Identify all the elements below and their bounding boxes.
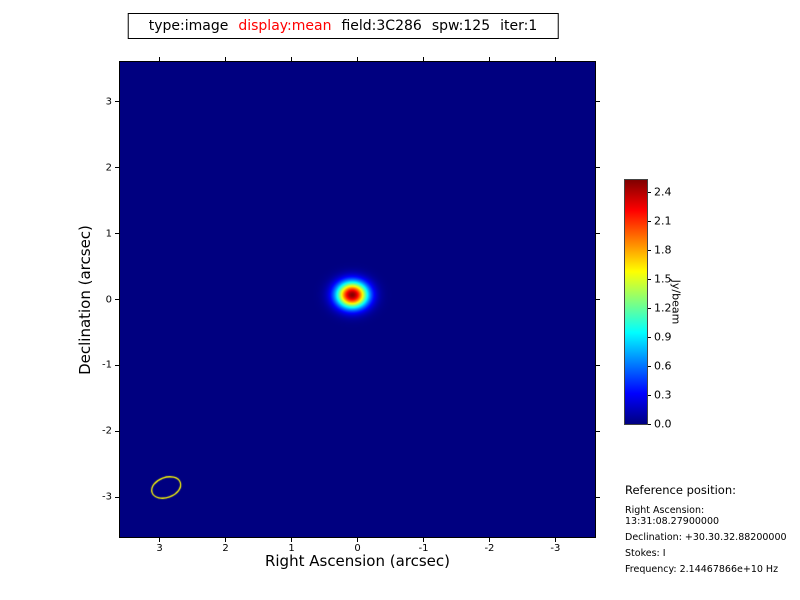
colorbar-tick — [648, 424, 651, 425]
x-tick — [225, 538, 227, 542]
y-tick — [115, 167, 119, 169]
x-tick-top — [488, 57, 490, 61]
x-tick-top — [159, 57, 161, 61]
colorbar-tick-label: 1.2 — [654, 301, 672, 315]
y-tick-right — [596, 364, 600, 366]
y-tick — [115, 496, 119, 498]
y-tick-right — [596, 167, 600, 169]
colorbar-tick — [648, 336, 651, 338]
y-tick — [115, 364, 119, 366]
x-tick — [291, 538, 293, 542]
y-tick — [115, 101, 119, 103]
image-info-banner: type:image display:mean field:3C286 spw:125… — [127, 13, 559, 39]
heatmap-canvas — [120, 62, 595, 537]
y-tick-label: 1 — [105, 228, 112, 240]
x-tick — [554, 538, 556, 542]
colorbar-tick — [648, 220, 651, 222]
x-tick-label: 0 — [354, 543, 361, 554]
y-tick — [115, 299, 119, 300]
x-tick — [488, 538, 490, 542]
reference-position-block: Reference position: Right Ascension: 13:… — [625, 483, 800, 580]
colorbar-tick — [648, 394, 651, 396]
y-tick-label: 3 — [105, 96, 112, 108]
colorbar-tick-label: 0.9 — [654, 330, 672, 344]
reference-position-line: Right Ascension: 13:31:08.27900000 — [625, 505, 720, 527]
colorbar-tick — [648, 249, 651, 251]
colorbar-tick — [648, 365, 651, 367]
title-part: iter:1 — [500, 18, 538, 34]
y-tick — [115, 430, 119, 432]
x-axis-label: Right Ascension (arcsec) — [264, 552, 451, 570]
colorbar — [624, 179, 648, 425]
x-tick-label: -2 — [484, 543, 495, 554]
y-tick-right — [596, 430, 600, 432]
y-tick-right — [596, 496, 600, 498]
title-part: spw:125 — [431, 18, 491, 34]
reference-position-line: Stokes: I — [625, 548, 666, 559]
y-tick-right — [596, 233, 600, 235]
title-part: type:image — [148, 18, 229, 34]
colorbar-tick — [648, 191, 651, 193]
colorbar-tick-label: 2.1 — [654, 214, 672, 228]
x-tick — [159, 538, 161, 542]
y-tick-label: -1 — [102, 359, 112, 371]
x-tick-top — [225, 57, 227, 61]
y-tick-right — [596, 101, 600, 103]
colorbar-tick-label: 0.6 — [654, 359, 672, 373]
x-tick — [357, 538, 358, 542]
y-tick-label: 0 — [105, 294, 112, 305]
x-tick-top — [422, 57, 424, 61]
reference-position-heading: Reference position: — [625, 483, 736, 497]
y-tick-label: -2 — [102, 425, 112, 437]
x-tick — [422, 538, 424, 542]
reference-position-lines: Right Ascension: 13:31:08.27900000 Declin… — [625, 505, 800, 575]
colorbar-tick-label: 1.8 — [654, 243, 672, 257]
x-tick-top — [357, 57, 358, 61]
y-tick-right — [596, 299, 600, 300]
colorbar-tick-label: 2.4 — [654, 185, 672, 199]
colorbar-tick-label: 1.5 — [654, 272, 672, 286]
title-part: field:3C286 — [341, 18, 422, 34]
y-tick — [115, 233, 119, 235]
image-plot — [119, 61, 596, 538]
title-part: display:mean — [238, 18, 332, 34]
image-info-text: type:image display:mean field:3C286 spw:125… — [144, 18, 543, 34]
x-tick-label: 2 — [222, 543, 229, 554]
y-tick-label: -3 — [102, 491, 112, 503]
reference-position-line: Declination: +30.30.32.88200000 — [625, 532, 787, 543]
y-tick-label: 2 — [105, 162, 112, 174]
x-tick-label: -1 — [418, 543, 429, 554]
colorbar-tick-label: 0.3 — [654, 388, 672, 402]
x-tick-label: -3 — [550, 543, 561, 554]
colorbar-tick — [648, 278, 651, 280]
x-tick-top — [291, 57, 293, 61]
reference-position-line: Frequency: 2.14467866e+10 Hz — [625, 564, 779, 575]
colorbar-tick-label: 0.0 — [654, 417, 672, 431]
colorbar-tick — [648, 307, 651, 309]
x-tick-label: 1 — [288, 543, 295, 554]
x-tick-label: 3 — [156, 543, 163, 554]
x-tick-top — [554, 57, 556, 61]
